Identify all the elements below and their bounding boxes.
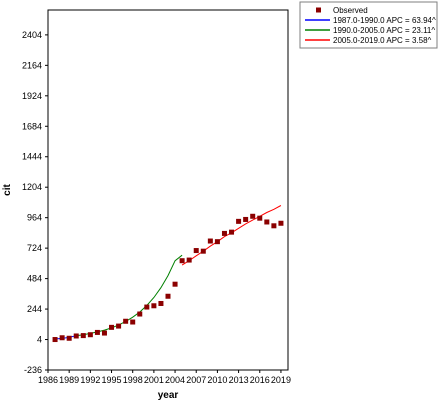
observed-point [229, 229, 235, 235]
y-tick-label: 2404 [22, 30, 42, 40]
observed-point [116, 323, 122, 329]
observed-point [130, 319, 136, 325]
legend-label-1: 1987.0-1990.0 APC = 63.94^ [333, 16, 436, 25]
x-axis-title: year [158, 390, 179, 401]
x-tick-label: 1992 [80, 375, 100, 385]
observed-point [94, 329, 100, 335]
legend-label-2: 1990.0-2005.0 APC = 23.11^ [333, 26, 435, 35]
observed-point [236, 218, 242, 224]
observed-point [144, 304, 150, 310]
observed-point [59, 335, 65, 341]
observed-point [207, 238, 213, 244]
legend-box [299, 1, 438, 49]
observed-point [179, 258, 185, 264]
observed-point [257, 215, 263, 221]
x-tick-label: 2013 [229, 375, 249, 385]
observed-point [264, 219, 270, 225]
y-tick-label: 724 [27, 243, 42, 253]
plot-area [47, 9, 289, 371]
x-tick-label: 2010 [207, 375, 227, 385]
observed-point [271, 223, 277, 229]
observed-point [73, 333, 79, 339]
observed-point [158, 300, 164, 306]
observed-point [243, 216, 249, 222]
observed-point [52, 337, 58, 343]
y-tick-label: 964 [27, 213, 42, 223]
x-tick-label: 1995 [102, 375, 122, 385]
y-tick-label: 2164 [22, 60, 42, 70]
y-axis-title: cit [2, 183, 13, 195]
x-tick-label: 2007 [186, 375, 206, 385]
observed-point [278, 220, 284, 226]
observed-point [221, 230, 227, 236]
observed-point [214, 239, 220, 245]
observed-point [250, 213, 256, 219]
observed-point [123, 318, 129, 324]
observed-point [200, 248, 206, 254]
y-tick-label: 1684 [22, 121, 42, 131]
x-tick-label: 1989 [59, 375, 79, 385]
observed-point [172, 281, 178, 287]
series-line-2 [76, 254, 183, 337]
x-tick-label: 1998 [123, 375, 143, 385]
y-tick-label: 4 [37, 335, 42, 345]
y-tick-label: 1444 [22, 152, 42, 162]
observed-point [193, 248, 199, 254]
observed-point [151, 303, 157, 309]
legend-marker-observed [316, 7, 321, 13]
x-tick-label: 1986 [38, 375, 58, 385]
observed-point [66, 335, 72, 341]
y-tick-label: 244 [27, 304, 42, 314]
y-tick-label: -236 [24, 365, 42, 375]
y-tick-label: 1204 [22, 182, 42, 192]
observed-point [87, 332, 93, 338]
x-tick-label: 2004 [165, 375, 185, 385]
observed-point [137, 311, 143, 317]
observed-point [165, 293, 171, 299]
observed-point [109, 324, 115, 330]
observed-point [101, 330, 107, 336]
legend-label-3: 2005.0-2019.0 APC = 3.58^ [333, 36, 432, 45]
x-tick-label: 2016 [250, 375, 270, 385]
y-tick-label: 484 [27, 274, 42, 284]
legend-label-0: Observed [333, 6, 368, 15]
x-tick-label: 2019 [271, 375, 291, 385]
y-tick-label: 1924 [22, 91, 42, 101]
observed-point [80, 333, 86, 339]
x-tick-label: 2001 [144, 375, 164, 385]
series-line-1 [55, 335, 77, 340]
observed-point [186, 257, 192, 263]
